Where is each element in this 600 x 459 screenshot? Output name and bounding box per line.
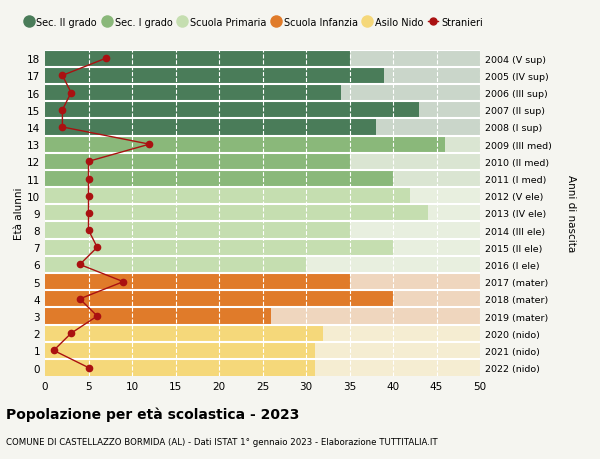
Bar (45, 308, 480, 324)
Y-axis label: Anni di nascita: Anni di nascita (566, 175, 575, 252)
Bar (45, 85, 480, 101)
Bar (45, 51, 350, 67)
Bar (45, 257, 480, 273)
Bar (45, 206, 480, 221)
Bar (45, 343, 480, 358)
Bar (45, 103, 480, 118)
Bar (45, 223, 480, 239)
Bar (45, 51, 480, 67)
Bar (45, 325, 480, 341)
Bar (45, 188, 410, 204)
Bar (45, 274, 350, 290)
Bar (45, 154, 480, 170)
Bar (45, 291, 480, 307)
Bar (45, 154, 350, 170)
Bar (45, 291, 393, 307)
Legend: Sec. II grado, Sec. I grado, Scuola Primaria, Scuola Infanzia, Asilo Nido, Stran: Sec. II grado, Sec. I grado, Scuola Prim… (24, 18, 483, 28)
Bar (45, 171, 480, 187)
Bar (45, 325, 323, 341)
Bar (45, 240, 480, 256)
Bar (45, 257, 306, 273)
Y-axis label: Età alunni: Età alunni (14, 187, 24, 240)
Bar (45, 360, 480, 376)
Bar (45, 68, 385, 84)
Bar (45, 137, 445, 153)
Bar (45, 103, 419, 118)
Bar (45, 343, 315, 358)
Text: COMUNE DI CASTELLAZZO BORMIDA (AL) - Dati ISTAT 1° gennaio 2023 - Elaborazione T: COMUNE DI CASTELLAZZO BORMIDA (AL) - Dat… (6, 437, 437, 446)
Bar (45, 188, 480, 204)
Bar (45, 137, 480, 153)
Bar (45, 171, 393, 187)
Bar (45, 120, 376, 135)
Bar (45, 206, 428, 221)
Bar (45, 223, 350, 239)
Bar (45, 274, 480, 290)
Bar (45, 68, 480, 84)
Bar (45, 308, 271, 324)
Bar (45, 120, 480, 135)
Bar (45, 360, 315, 376)
Bar (45, 85, 341, 101)
Bar (45, 240, 393, 256)
Text: Popolazione per età scolastica - 2023: Popolazione per età scolastica - 2023 (6, 406, 299, 421)
